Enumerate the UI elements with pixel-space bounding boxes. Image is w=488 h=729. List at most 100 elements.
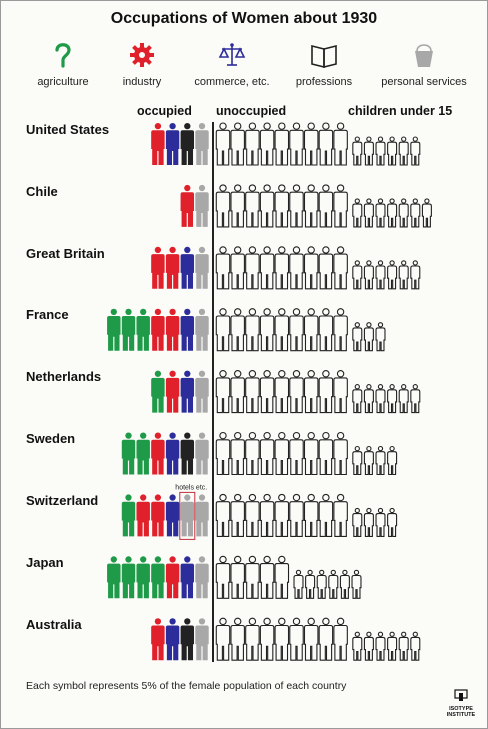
child-figure [352, 136, 363, 166]
occupied-figure-industry [151, 246, 165, 289]
legend-item-agriculture: agriculture [15, 40, 111, 88]
unoccupied-figure [303, 184, 319, 228]
child-figure [375, 631, 386, 661]
unoccupied-figure [215, 493, 231, 537]
occupied-figure-commerce [165, 618, 180, 661]
country-label-japan: Japan [26, 555, 64, 570]
child-figure [387, 198, 398, 228]
occupied-figure-industry [151, 123, 165, 165]
unoccupied-figure [289, 493, 304, 537]
column-header-unoccupied: unoccupied [216, 104, 287, 118]
child-figure [293, 569, 304, 599]
occupied-figure-agriculture [107, 308, 121, 351]
unoccupied-figure [259, 431, 275, 476]
occupied-figure-commerce [180, 246, 195, 289]
unoccupied-figure [318, 493, 334, 537]
occupied-figure-commerce [165, 123, 180, 165]
occupied-figure-professions [180, 618, 195, 661]
occupied-figure-industry [165, 246, 180, 289]
child-figure [363, 198, 374, 228]
legend-item-industry: industry [94, 40, 190, 88]
occupied-figure-professions [180, 123, 195, 165]
child-figure [305, 569, 316, 599]
unoccupied-figure [274, 370, 290, 414]
occupied-figure-agriculture [151, 556, 165, 599]
child-figure [316, 569, 327, 599]
unoccupied-figure [274, 431, 290, 476]
occupied-figure-commerce [165, 494, 180, 537]
unoccupied-figure [333, 617, 348, 661]
occupied-figure-agriculture [136, 556, 150, 599]
occupied-figure-commerce [165, 432, 180, 475]
occupied-figure-agriculture [121, 494, 136, 537]
occupied-figure-commerce [180, 556, 195, 599]
unoccupied-figure [274, 555, 290, 599]
occupied-figure-personal [195, 123, 209, 165]
bucket-icon [415, 44, 433, 67]
country-label-united-states: United States [26, 122, 110, 137]
hotels-highlight-box [179, 491, 196, 540]
unoccupied-figure [333, 184, 348, 228]
child-figure [410, 384, 421, 414]
occupied-figure-personal [195, 618, 209, 661]
child-figure [352, 198, 363, 228]
unoccupied-figure [274, 246, 290, 290]
column-header-children: children under 15 [348, 104, 453, 118]
unoccupied-figure [303, 246, 319, 290]
unoccupied-figure [333, 122, 348, 166]
child-figure [352, 384, 363, 414]
legend-label-personal: personal services [381, 76, 467, 88]
legend-label-agriculture: agriculture [37, 76, 89, 88]
country-label-great-britain: Great Britain [26, 246, 105, 261]
unoccupied-figure [274, 122, 290, 166]
occupied-figure-industry [136, 494, 150, 537]
occupied-figure-personal [195, 494, 209, 537]
unoccupied-figure [245, 308, 260, 352]
unoccupied-figure [289, 184, 304, 228]
occupied-figure-agriculture [121, 556, 136, 599]
occupied-figure-industry [180, 184, 195, 227]
book-icon [311, 44, 337, 69]
occupied-figure-agriculture [121, 432, 136, 475]
child-figure [398, 260, 409, 290]
isotype-logo: ISOTYPE INSTITUTE [446, 688, 476, 718]
country-label-france: France [26, 307, 69, 322]
occupied-figure-industry [165, 370, 180, 413]
unoccupied-figure [245, 246, 260, 290]
child-figure [410, 198, 421, 228]
unoccupied-figure [245, 431, 260, 476]
child-figure [363, 322, 374, 352]
child-figure [375, 136, 386, 166]
unoccupied-figure [274, 617, 290, 661]
unoccupied-figure [333, 370, 348, 414]
scales-icon [218, 43, 246, 66]
child-figure [352, 445, 363, 476]
unoccupied-figure [318, 370, 334, 414]
unoccupied-figure [274, 184, 290, 228]
unoccupied-figure [303, 617, 319, 661]
hotels-annotation-label: hotels etc. [175, 484, 207, 491]
child-figure [363, 445, 374, 476]
unoccupied-figure [245, 493, 260, 537]
occupied-figure-industry [151, 432, 165, 475]
child-figure [363, 507, 374, 537]
unoccupied-figure [245, 122, 260, 166]
unoccupied-figure [259, 370, 275, 414]
unoccupied-figure [259, 246, 275, 290]
child-figure [351, 569, 362, 599]
child-figure [363, 631, 374, 661]
logo-line-2: INSTITUTE [446, 712, 476, 718]
unoccupied-figure [230, 555, 245, 599]
unoccupied-figure [230, 431, 245, 476]
occupied-figure-personal [195, 556, 209, 599]
unoccupied-figure [318, 122, 334, 166]
occupied-figure-personal [195, 370, 209, 413]
child-figure [375, 198, 386, 228]
child-figure [352, 322, 363, 352]
child-figure [352, 507, 363, 537]
legend-item-professions: professions [276, 40, 372, 88]
child-figure [328, 569, 339, 599]
child-figure [339, 569, 350, 599]
unoccupied-figure [245, 617, 260, 661]
